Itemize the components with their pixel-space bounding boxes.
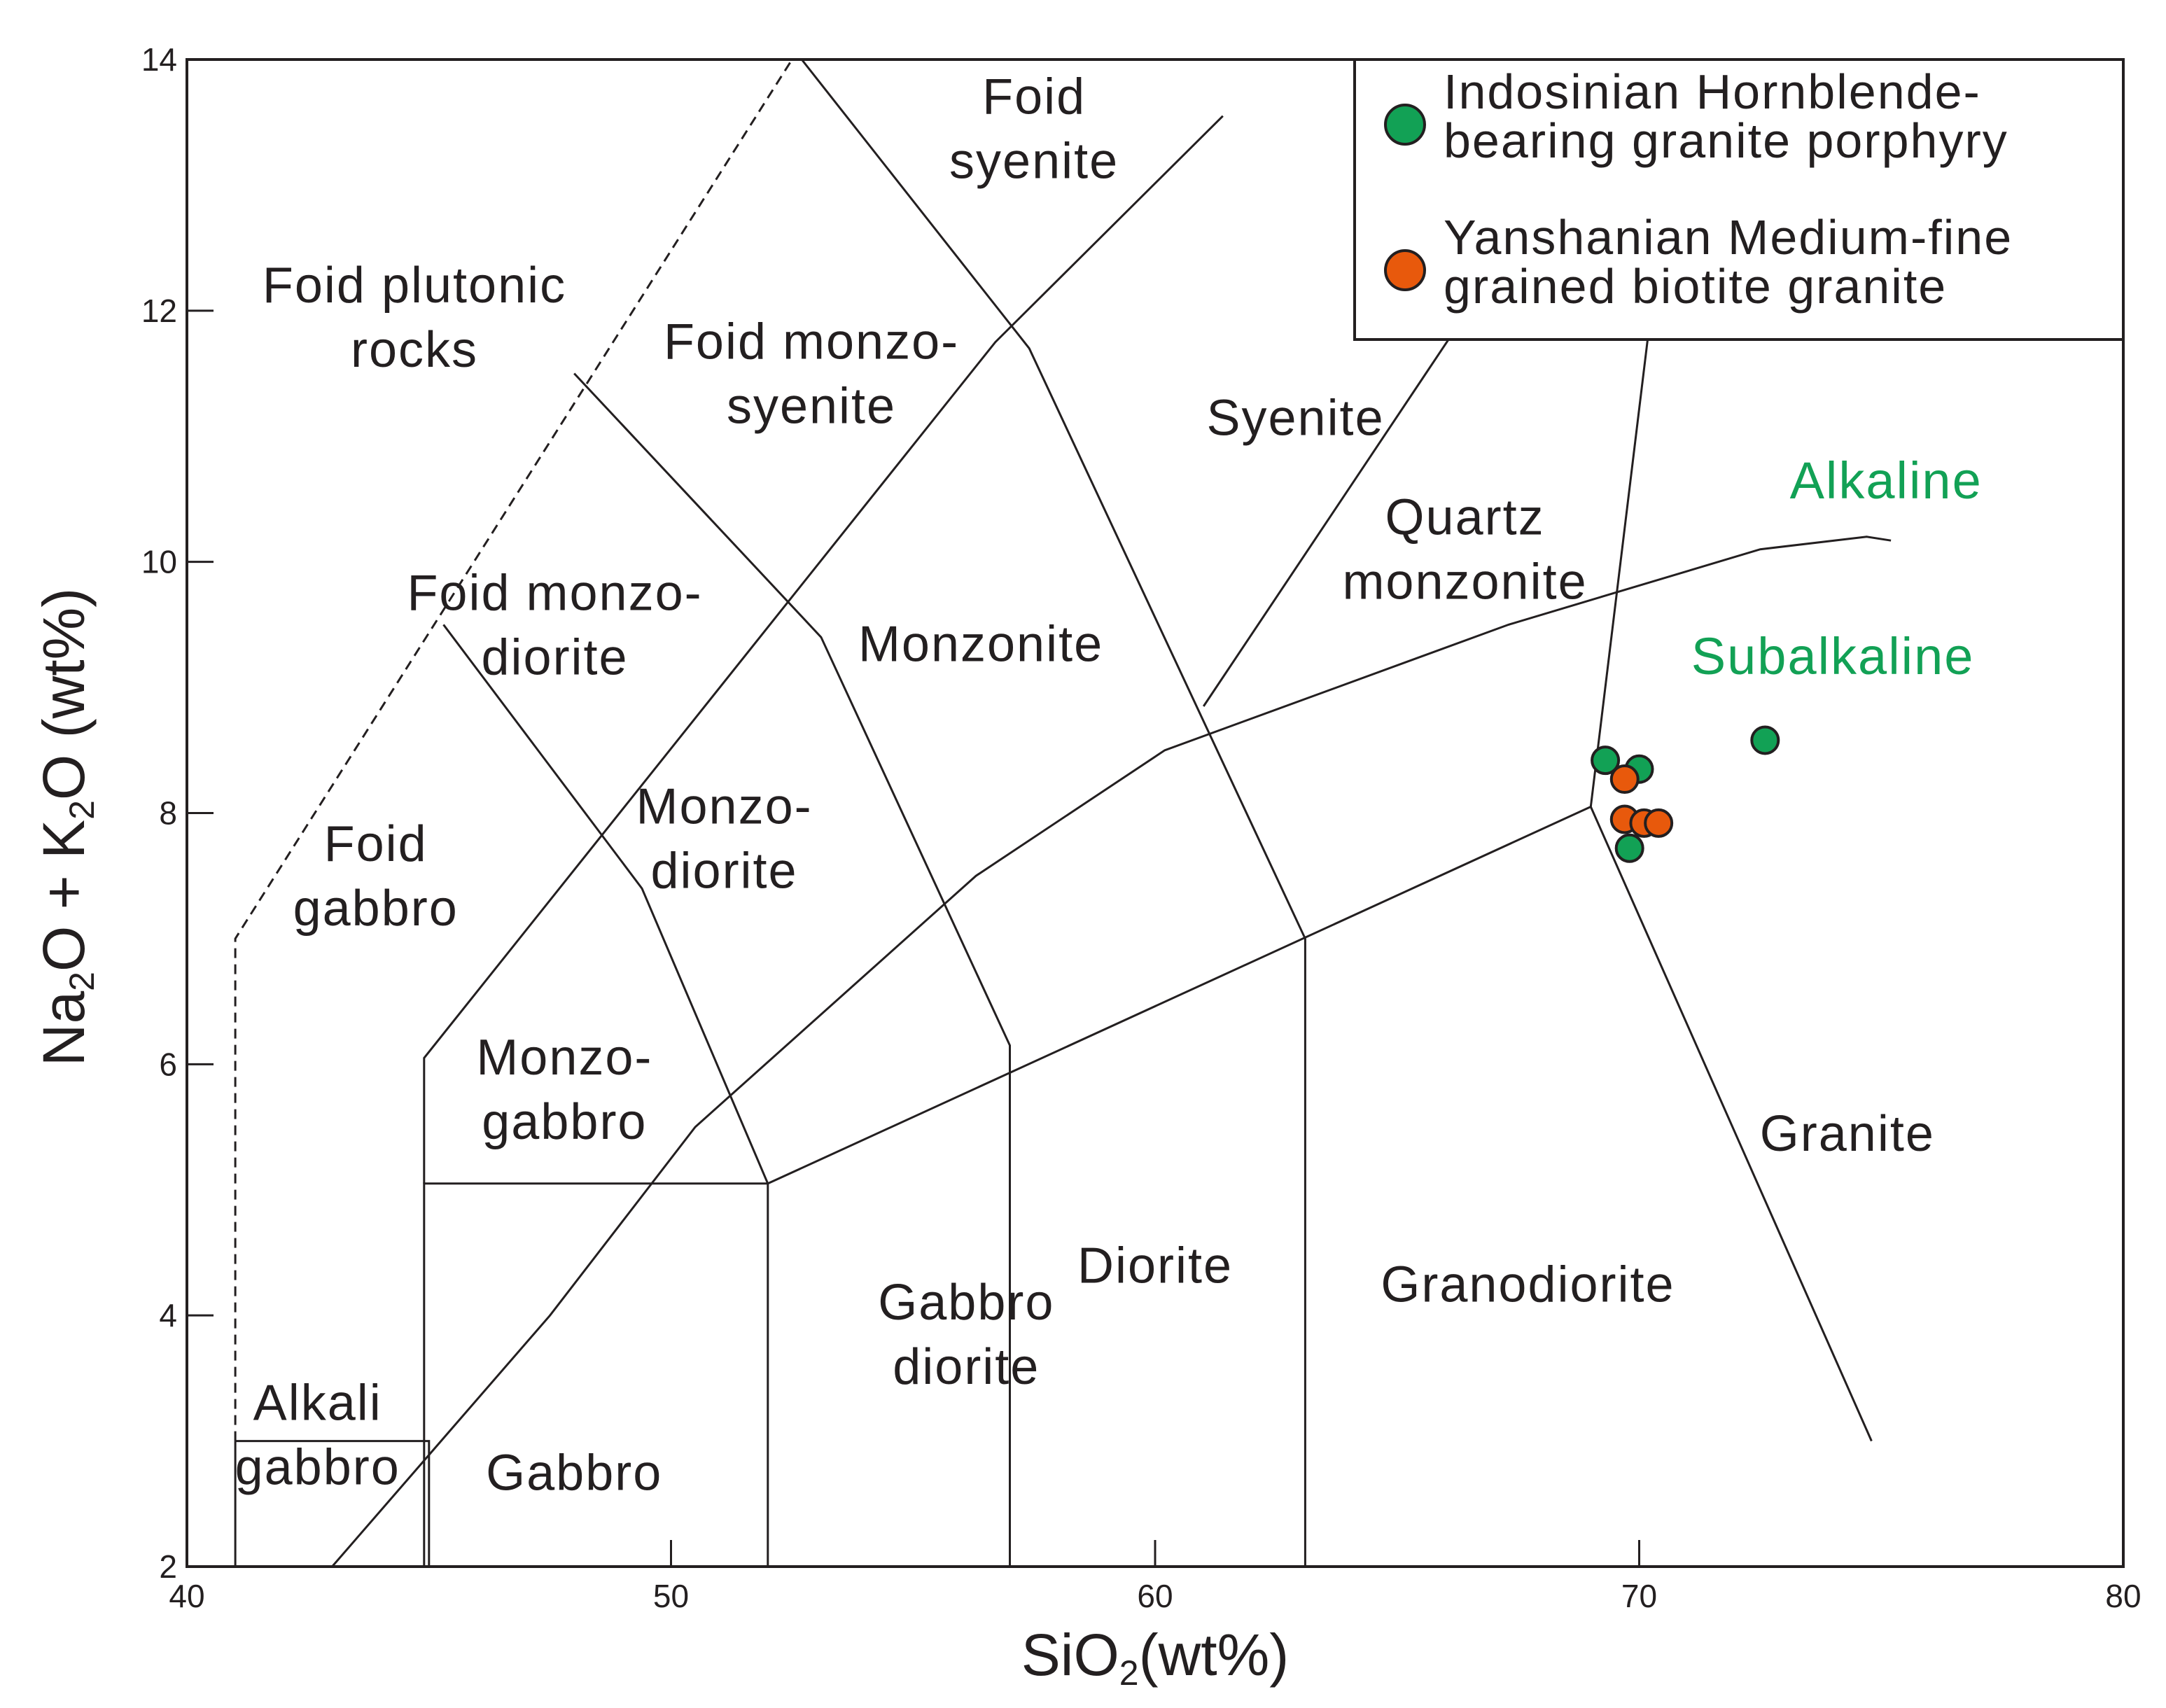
legend-label: Indosinian Hornblende- — [1444, 64, 1981, 119]
field-label-line: Gabbro — [486, 1445, 662, 1501]
field-label-line: Alkali — [253, 1376, 382, 1432]
legend: Indosinian Hornblende-bearing granite po… — [1353, 58, 2125, 341]
field-label-line: Monzonite — [858, 616, 1103, 672]
y-tick-label: 2 — [159, 1548, 177, 1585]
field-label-gabbro: Gabbro — [486, 1445, 662, 1501]
y-title-part-2: 2 — [62, 972, 102, 991]
x-title-unit: (wt%) — [1139, 1622, 1290, 1688]
field-label-diorite: Diorite — [1077, 1238, 1233, 1294]
legend-marker — [1384, 249, 1426, 291]
x-tick-label: 60 — [1137, 1578, 1173, 1614]
field-label-line: diorite — [651, 843, 798, 899]
field-label-monzo-diorite: Monzo-diorite — [636, 778, 813, 899]
boundary-line-1 — [423, 1182, 769, 1567]
x-tick-label: 50 — [653, 1578, 689, 1614]
data-point — [1750, 725, 1780, 755]
data-point — [1614, 833, 1644, 863]
field-label-foid-gabbro: Foid gabbro — [293, 816, 459, 937]
field-label-foid-monzo-diorite: Foid monzo-diorite — [407, 565, 702, 685]
field-label-line: Granite — [1760, 1106, 1935, 1162]
field-label-line: syenite — [727, 379, 896, 435]
x-tick-label: 40 — [169, 1578, 204, 1614]
y-tick-label: 12 — [141, 293, 177, 329]
x-tick-label: 80 — [2105, 1578, 2141, 1614]
field-label-line: gabbro — [482, 1094, 647, 1150]
field-label-line: Syenite — [1206, 390, 1384, 446]
field-label-line: gabbro — [293, 881, 459, 937]
y-title-part-4: 2 — [62, 800, 102, 820]
field-label-line: rocks — [351, 322, 478, 378]
field-label-line: Foid — [982, 69, 1086, 125]
label-alkaline: Alkaline — [1790, 451, 1983, 510]
x-title-subscript: 2 — [1119, 1653, 1139, 1693]
field-label-alkali-gabbro: Alkali gabbro — [235, 1376, 400, 1496]
boundary-line-5 — [442, 624, 769, 1184]
field-label-syenite: Syenite — [1206, 390, 1384, 446]
field-label-foid-plutonic-rocks: Foid plutonic rocks — [263, 258, 566, 378]
field-boundaries — [234, 59, 1892, 1567]
field-label-line: Quartz — [1385, 490, 1545, 546]
field-label-line: Gabbro — [878, 1275, 1054, 1331]
field-label-foid-syenite: Foid syenite — [949, 69, 1119, 190]
data-point — [1609, 764, 1640, 794]
field-label-line: Monzo- — [636, 778, 813, 834]
data-points — [1591, 725, 1780, 863]
x-axis-ticks: 40 50 60 70 80 — [169, 1540, 2141, 1614]
legend-box — [1353, 58, 2125, 341]
field-label-line: Monzo- — [476, 1030, 652, 1086]
boundary-line-7 — [1589, 329, 1650, 807]
y-tick-label: 8 — [159, 795, 177, 832]
boundary-line-8 — [1202, 328, 1456, 707]
y-tick-label: 6 — [159, 1046, 177, 1082]
field-label-granite: Granite — [1760, 1106, 1935, 1162]
boundary-line-6 — [801, 59, 1306, 1567]
x-tick-label: 70 — [1621, 1578, 1657, 1614]
x-axis-title: SiO2(wt%) — [1021, 1622, 1289, 1693]
x-title-main: SiO — [1021, 1622, 1119, 1688]
legend-label: grained biotite granite — [1444, 259, 1947, 314]
alkalinity-labels: Alkaline Subalkaline — [1691, 451, 1983, 685]
field-label-line: monzonite — [1342, 554, 1587, 610]
field-label-line: Diorite — [1077, 1238, 1233, 1294]
field-label-line: Foid monzo- — [664, 314, 959, 370]
y-tick-label: 10 — [141, 544, 177, 580]
boundary-line-12 — [331, 536, 1892, 1567]
field-label-line: Foid — [324, 816, 428, 872]
y-tick-label: 14 — [141, 41, 177, 78]
series-2-points — [1609, 764, 1674, 838]
field-label-gabbro-diorite: Gabbro diorite — [878, 1275, 1054, 1395]
legend-label: bearing granite porphyry — [1444, 113, 2008, 168]
y-title-part-5: O (wt%) — [31, 588, 97, 800]
y-axis-title: Na2O + K2O (wt%) — [31, 588, 102, 1066]
field-label-line: gabbro — [235, 1440, 400, 1496]
field-label-granodiorite: Granodiorite — [1381, 1256, 1675, 1312]
data-point — [1644, 808, 1674, 838]
y-axis-ticks: 2 4 6 8 10 12 14 — [141, 41, 214, 1585]
field-label-line: Granodiorite — [1381, 1256, 1675, 1312]
field-label-line: diorite — [481, 629, 628, 685]
field-label-line: Foid monzo- — [407, 565, 702, 621]
field-label-monzo-gabbro: Monzo-gabbro — [476, 1030, 652, 1150]
legend-label: Yanshanian Medium-fine — [1444, 210, 2013, 265]
data-point — [1591, 746, 1621, 776]
boundary-line-11 — [234, 59, 793, 1441]
y-title-part-3: O + K — [31, 820, 97, 972]
field-label-foid-monzo-syenite: Foid monzo-syenite — [664, 314, 959, 435]
boundary-line-4 — [573, 372, 1011, 1567]
series-1-points — [1591, 725, 1780, 863]
field-labels: Foid syenite Foid plutonic rocks Foid monzo-… — [235, 69, 1935, 1502]
boundary-line-2 — [423, 115, 1224, 1184]
label-subalkaline: Subalkaline — [1691, 627, 1975, 685]
field-label-line: syenite — [949, 134, 1119, 190]
y-title-part-1: Na — [31, 991, 97, 1067]
field-label-line: Foid plutonic — [263, 258, 566, 314]
field-label-line: diorite — [893, 1339, 1040, 1395]
legend-marker — [1384, 104, 1426, 146]
boundary-line-9 — [235, 1440, 431, 1567]
field-label-quartz-monzonite: Quartz monzonite — [1342, 490, 1587, 610]
field-label-monzonite: Monzonite — [858, 616, 1103, 672]
y-tick-label: 4 — [159, 1297, 177, 1334]
